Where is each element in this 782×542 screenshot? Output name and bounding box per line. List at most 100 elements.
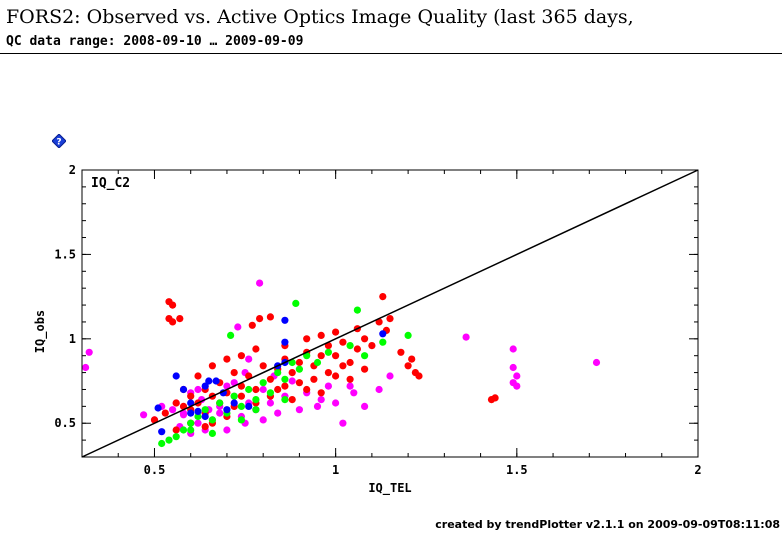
data-point <box>361 365 369 373</box>
data-point <box>245 385 253 394</box>
data-point <box>230 399 238 407</box>
data-point <box>223 426 231 434</box>
data-point <box>274 385 282 394</box>
data-point <box>281 375 289 383</box>
data-point <box>386 372 394 380</box>
svg-text:?: ? <box>56 138 61 148</box>
y-tick-label: 1 <box>69 332 76 346</box>
data-point <box>234 323 242 331</box>
data-point <box>281 396 289 404</box>
data-point <box>252 406 260 414</box>
page-title: FORS2: Observed vs. Active Optics Image … <box>6 6 634 28</box>
data-point <box>313 358 322 367</box>
data-point <box>375 385 383 394</box>
data-point <box>295 406 303 414</box>
data-point <box>310 375 318 383</box>
data-point <box>165 436 173 444</box>
data-point <box>140 411 148 419</box>
data-point <box>161 409 169 417</box>
data-point <box>194 407 202 415</box>
data-point <box>169 406 177 414</box>
data-point <box>266 313 274 321</box>
data-point <box>201 423 209 431</box>
data-point <box>172 372 180 380</box>
data-point <box>237 402 245 410</box>
data-point <box>208 429 216 437</box>
y-tick-label: 0.5 <box>54 416 76 430</box>
data-point <box>303 385 311 394</box>
data-point <box>324 369 332 377</box>
data-point <box>368 342 376 350</box>
data-point <box>350 389 358 397</box>
data-point <box>361 402 369 410</box>
data-point <box>346 358 354 367</box>
data-point <box>274 409 282 417</box>
data-point <box>288 369 296 377</box>
data-point <box>292 299 300 307</box>
data-point <box>295 365 303 373</box>
data-point <box>379 338 387 346</box>
data-point <box>194 372 202 380</box>
data-point <box>339 362 347 370</box>
help-icon[interactable]: ? <box>52 134 66 148</box>
data-point <box>509 363 517 372</box>
data-point <box>187 409 195 417</box>
data-point <box>237 416 245 424</box>
data-point <box>281 316 289 324</box>
data-point <box>172 426 180 434</box>
data-point <box>216 409 224 417</box>
data-point <box>252 396 260 404</box>
data-point <box>379 293 387 301</box>
plot-frame <box>81 169 699 458</box>
axis-ticks: 0.5 1 1.5 2 0.5 1 1.5 2 <box>54 163 701 477</box>
data-point <box>386 315 394 323</box>
data-point <box>317 396 325 404</box>
data-point <box>158 428 166 436</box>
data-point <box>259 385 267 394</box>
data-point <box>332 352 340 360</box>
data-point <box>201 382 209 390</box>
data-point <box>346 382 354 390</box>
x-axis-label: IQ_TEL <box>368 481 411 496</box>
data-point <box>172 399 180 407</box>
data-point <box>245 402 253 410</box>
data-point <box>404 362 412 370</box>
data-point <box>397 348 405 356</box>
data-point <box>179 385 188 394</box>
data-point <box>288 396 296 404</box>
panel-label: IQ_C2 <box>91 176 130 191</box>
data-point <box>208 416 216 424</box>
data-point <box>237 392 245 400</box>
data-point <box>223 355 231 363</box>
data-point <box>176 315 184 323</box>
data-point <box>332 328 340 336</box>
reference-line-y-equals-x <box>81 169 699 458</box>
data-point <box>324 348 332 356</box>
data-point <box>379 330 387 338</box>
data-point <box>288 377 296 385</box>
data-point <box>317 331 325 339</box>
data-point <box>266 375 274 383</box>
data-point <box>230 392 238 400</box>
data-point <box>245 355 253 363</box>
data-point <box>361 352 369 360</box>
data-point <box>187 419 195 427</box>
x-tick-label: 0.5 <box>144 463 166 477</box>
data-point <box>252 385 260 394</box>
data-point <box>317 352 325 360</box>
data-point <box>227 331 235 339</box>
x-tick-label: 2 <box>694 463 701 477</box>
data-point <box>216 399 224 407</box>
data-point <box>332 399 340 407</box>
data-point <box>259 416 267 424</box>
data-point <box>346 342 354 350</box>
data-point <box>332 372 340 380</box>
data-point <box>154 404 162 412</box>
data-point <box>194 419 202 427</box>
x-tick-label: 1.5 <box>506 463 528 477</box>
data-point <box>415 372 423 380</box>
data-point <box>295 379 303 387</box>
data-point <box>205 377 213 385</box>
data-point <box>169 318 177 326</box>
data-point <box>256 315 264 323</box>
